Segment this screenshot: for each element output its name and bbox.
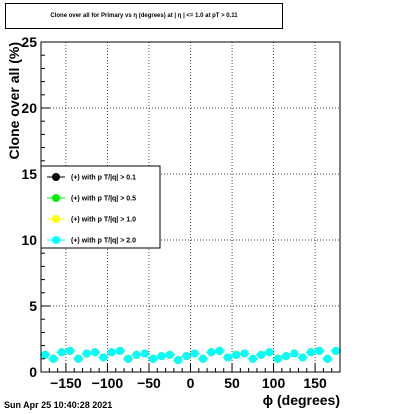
data-point [82, 349, 91, 358]
timestamp: Sun Apr 25 10:40:28 2021 [4, 400, 113, 410]
data-point [49, 354, 58, 363]
legend-label: (+) with p T/|q| > 1.0 [71, 217, 136, 224]
legend-marker [52, 215, 60, 223]
data-point [190, 349, 199, 358]
data-point [282, 352, 291, 361]
chart-title-box: Clone over all for Primary vs η (degrees… [5, 3, 283, 29]
legend-marker [52, 236, 60, 244]
y-tick-label: 15 [21, 166, 37, 182]
legend-marker [52, 173, 60, 181]
x-tick-label: −50 [137, 375, 161, 391]
x-axis-label: ϕ (degrees) [263, 392, 340, 408]
data-point [198, 354, 207, 363]
data-point [124, 354, 133, 363]
x-tick-label: 0 [187, 375, 195, 391]
legend-label: (+) with p T/|q| > 0.1 [71, 175, 136, 182]
data-point [90, 348, 99, 357]
legend: (+) with p T/|q| > 0.1 (+) with p T/|q| >… [40, 165, 161, 249]
x-tick-label: 100 [262, 375, 286, 391]
data-point [107, 348, 116, 357]
data-point [132, 350, 141, 359]
y-tick-label: 20 [21, 100, 37, 116]
x-tick-label: −150 [50, 375, 82, 391]
data-point [157, 352, 166, 361]
data-point [323, 354, 332, 363]
data-point [290, 349, 299, 358]
data-point [223, 353, 232, 362]
legend-box [40, 165, 161, 249]
data-point [182, 352, 191, 361]
data-point [74, 354, 83, 363]
data-point [57, 348, 66, 357]
legend-label: (+) with p T/|q| > 0.5 [71, 196, 136, 203]
y-tick-label: 0 [29, 364, 37, 380]
y-tick-label: 10 [21, 232, 37, 248]
legend-marker [52, 194, 60, 202]
x-tick-label: 150 [303, 375, 327, 391]
data-point [140, 349, 149, 358]
x-tick-label: −100 [92, 375, 124, 391]
data-point [207, 348, 216, 357]
data-point [232, 350, 241, 359]
data-point [215, 346, 224, 355]
data-point [165, 350, 174, 359]
data-point [306, 348, 315, 357]
legend-label: (+) with p T/|q| > 2.0 [71, 238, 136, 245]
data-point [66, 346, 75, 355]
y-tick-label: 25 [21, 34, 37, 50]
data-point [149, 354, 158, 363]
data-point [174, 356, 183, 365]
data-point [248, 354, 257, 363]
data-point [240, 349, 249, 358]
data-point [265, 348, 274, 357]
data-point [115, 346, 124, 355]
data-points [40, 346, 341, 365]
data-point [273, 354, 282, 363]
x-tick-label: 50 [224, 375, 240, 391]
data-point [41, 350, 50, 359]
data-point [331, 346, 340, 355]
data-point [257, 350, 266, 359]
data-point [298, 353, 307, 362]
chart-title: Clone over all for Primary vs η (degrees… [50, 13, 238, 19]
data-point [315, 346, 324, 355]
axes: −150 −100 −50 0 50 100 150 0 5 10 15 20 25 [21, 34, 333, 391]
data-point [99, 353, 108, 362]
y-axis-label: Clone over all (%) [6, 42, 22, 159]
y-tick-label: 5 [29, 298, 37, 314]
